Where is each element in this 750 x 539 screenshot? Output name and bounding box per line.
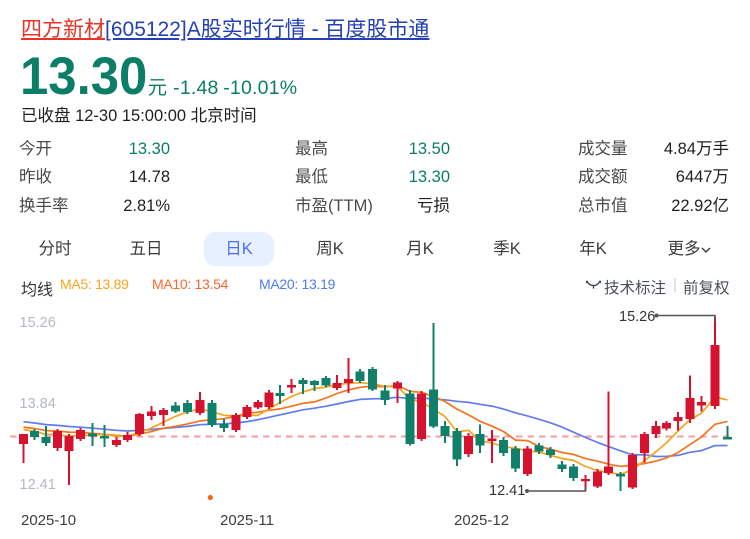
svg-text:12.41: 12.41 [20,477,56,493]
svg-text:15.26: 15.26 [619,309,655,325]
svg-text:15.26: 15.26 [20,315,56,331]
svg-text:2025-12: 2025-12 [454,512,509,529]
svg-text:12.41: 12.41 [489,483,525,499]
svg-text:13.84: 13.84 [20,396,56,412]
svg-text:2025-10: 2025-10 [21,512,76,529]
svg-text:2025-11: 2025-11 [220,512,274,529]
